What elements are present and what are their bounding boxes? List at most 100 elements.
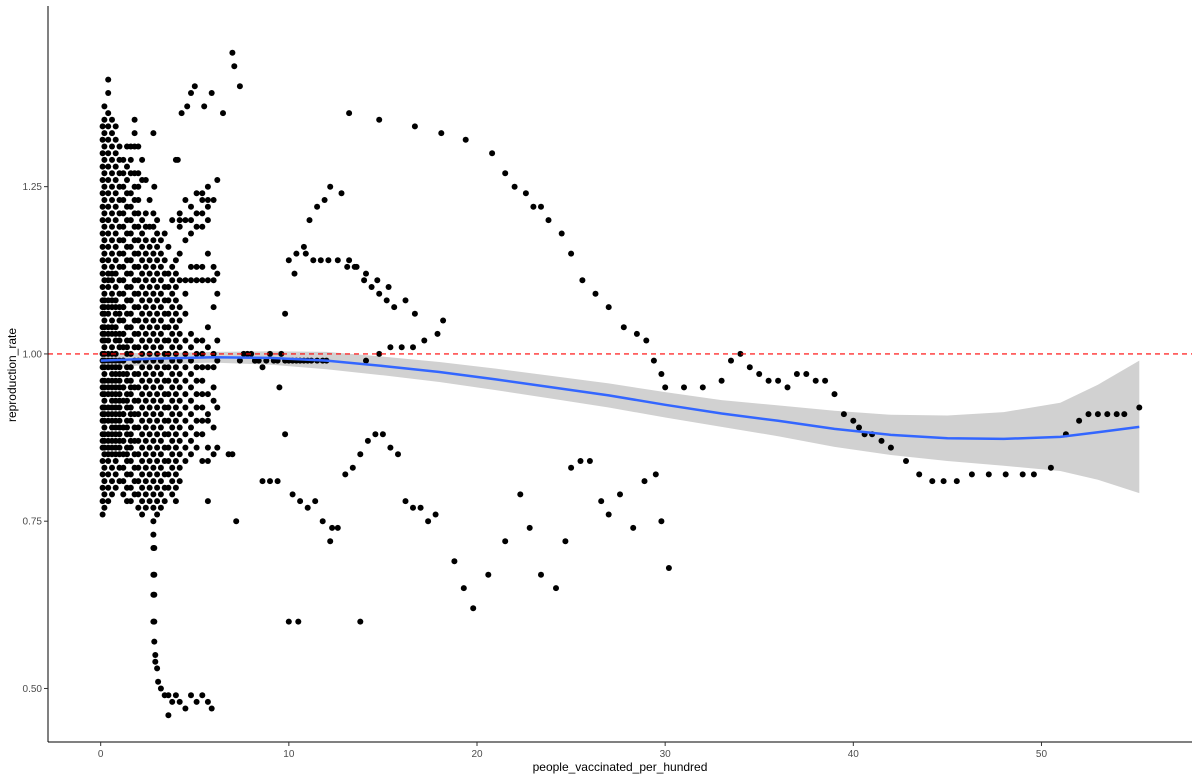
data-point <box>176 217 183 224</box>
data-point <box>154 444 161 451</box>
data-point <box>1030 471 1037 478</box>
data-point <box>135 263 142 270</box>
data-point <box>169 330 176 337</box>
data-point <box>101 464 108 471</box>
data-point <box>579 277 586 284</box>
data-point <box>101 210 108 217</box>
data-point <box>188 90 194 96</box>
data-point <box>592 290 599 297</box>
data-point <box>434 330 441 337</box>
data-point <box>364 437 371 444</box>
data-point <box>139 324 146 331</box>
data-point <box>105 110 112 117</box>
data-point <box>558 230 565 237</box>
data-point <box>169 478 176 485</box>
data-point <box>105 150 112 157</box>
data-point <box>109 210 115 217</box>
data-point <box>236 83 243 90</box>
data-point <box>139 230 146 237</box>
data-point <box>176 478 183 485</box>
data-point <box>105 471 112 478</box>
data-point <box>135 384 142 391</box>
data-point <box>146 377 153 384</box>
data-point <box>146 310 153 317</box>
data-point <box>598 498 605 505</box>
data-point <box>157 685 164 692</box>
data-point <box>142 317 149 324</box>
data-point <box>410 504 416 511</box>
data-point <box>120 464 127 471</box>
data-point <box>193 337 200 344</box>
data-point <box>112 163 119 170</box>
data-point <box>139 284 146 290</box>
data-point <box>120 330 127 337</box>
data-point <box>109 223 115 230</box>
data-point <box>124 424 130 431</box>
data-point <box>188 411 194 418</box>
data-point <box>199 337 206 344</box>
data-point <box>169 698 176 705</box>
data-point <box>142 424 149 431</box>
data-point <box>737 350 744 357</box>
data-point <box>916 471 923 478</box>
data-point <box>214 444 221 451</box>
data-point <box>176 317 183 324</box>
data-point <box>188 371 194 377</box>
data-point <box>193 190 200 197</box>
data-point <box>127 297 134 304</box>
data-point <box>188 692 194 699</box>
data-point <box>135 397 142 404</box>
data-point <box>793 371 800 377</box>
data-point <box>154 270 161 277</box>
data-point <box>142 437 149 444</box>
data-point <box>120 156 127 163</box>
data-point <box>1076 417 1083 424</box>
data-point <box>214 270 221 277</box>
data-point <box>210 197 217 203</box>
data-point <box>376 290 383 297</box>
data-point <box>310 257 317 264</box>
data-point <box>154 498 161 505</box>
data-point <box>142 237 149 244</box>
data-point <box>105 203 112 210</box>
data-point <box>363 357 369 364</box>
data-point <box>210 424 217 431</box>
data-point <box>182 290 189 297</box>
confidence-band-layer <box>100 351 1140 494</box>
data-point <box>109 344 115 351</box>
data-point <box>99 190 106 197</box>
data-point <box>522 190 529 197</box>
data-point <box>154 511 161 518</box>
data-point <box>165 484 172 491</box>
data-point <box>112 297 119 304</box>
data-point <box>421 337 428 344</box>
data-point <box>665 565 672 571</box>
data-point <box>101 344 108 351</box>
data-point <box>146 404 153 411</box>
data-point <box>526 524 533 531</box>
data-point <box>150 397 157 404</box>
data-point <box>150 464 157 471</box>
data-point <box>538 203 544 210</box>
data-point <box>116 310 123 317</box>
data-point <box>99 270 106 277</box>
data-point <box>182 217 189 224</box>
data-point <box>146 197 153 203</box>
data-point <box>146 431 153 438</box>
data-point <box>176 371 183 377</box>
data-point <box>165 692 172 699</box>
data-point <box>344 263 351 270</box>
data-point <box>182 391 189 398</box>
data-point <box>155 678 162 685</box>
data-point <box>274 478 281 485</box>
data-point <box>99 150 106 157</box>
data-point <box>831 391 838 398</box>
data-point <box>169 304 176 311</box>
data-point <box>150 277 157 284</box>
data-point <box>139 444 146 451</box>
data-point <box>116 377 123 384</box>
data-point <box>1019 471 1026 478</box>
data-point <box>165 364 172 371</box>
data-point <box>120 170 127 177</box>
